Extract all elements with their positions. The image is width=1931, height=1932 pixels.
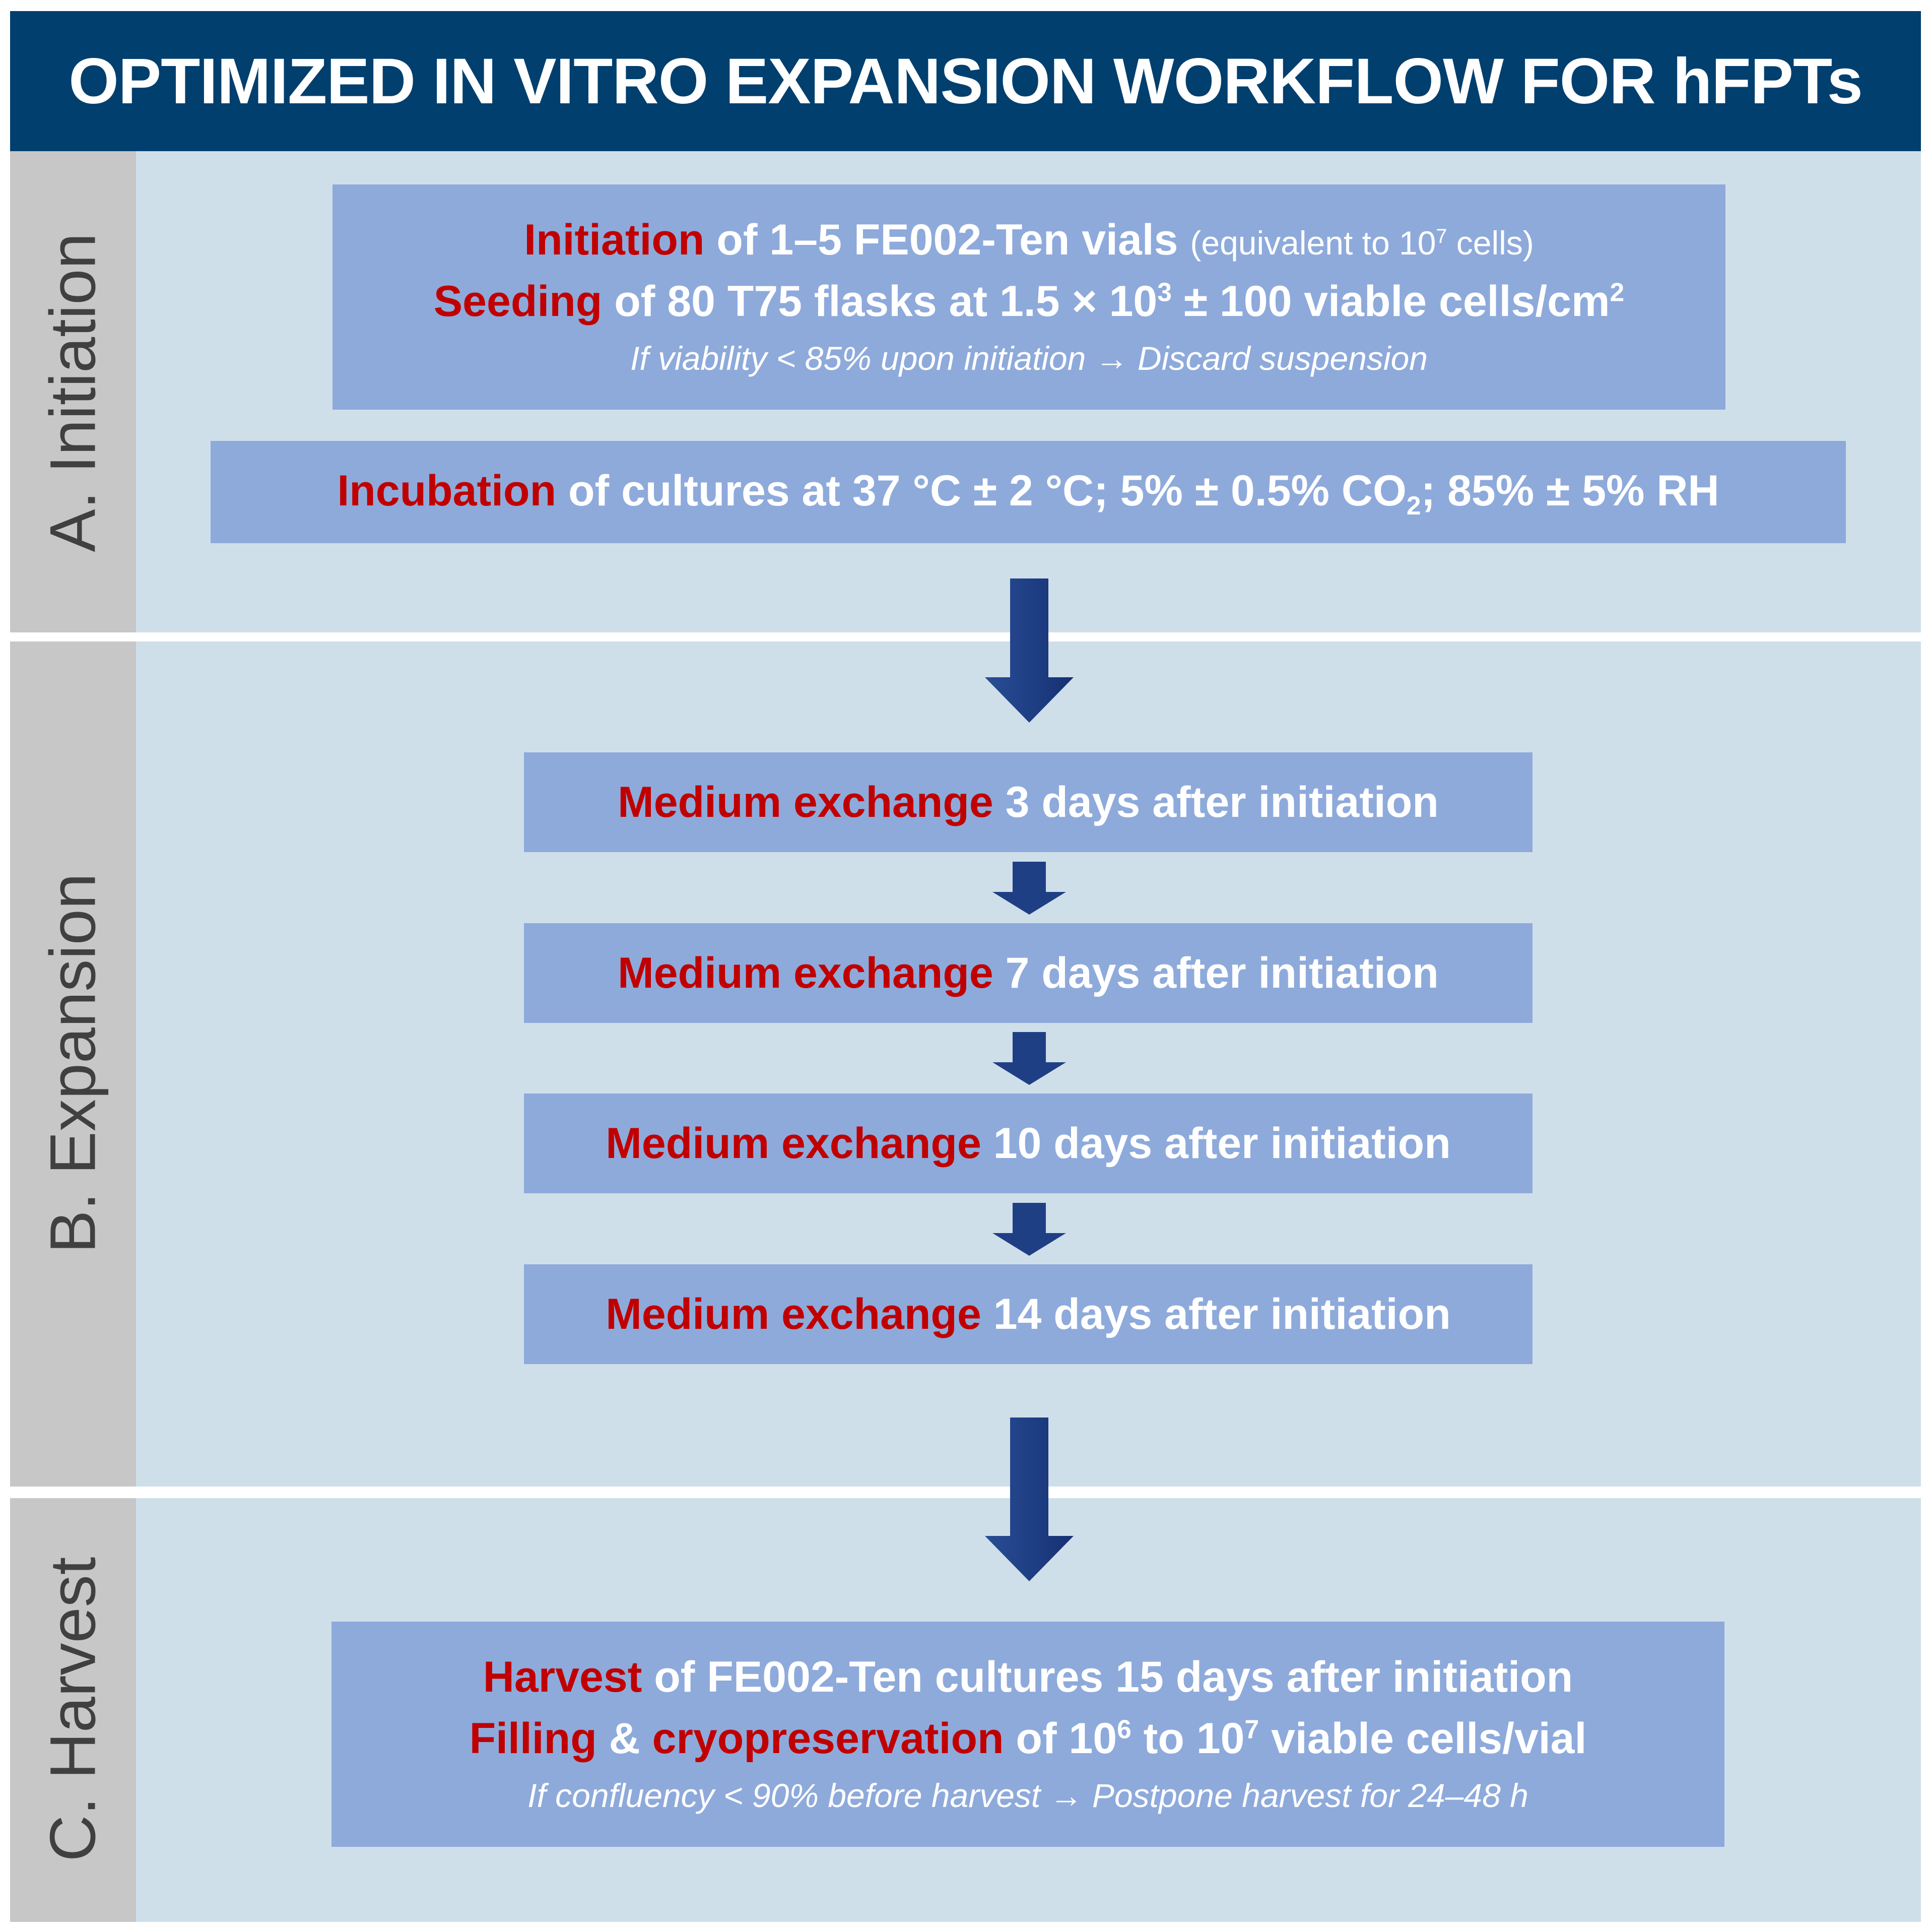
viability-note: If viability < 85% upon initiation → Dis… bbox=[630, 339, 1428, 377]
arrow-down-icon bbox=[985, 578, 1074, 723]
arrow-down-icon bbox=[985, 1418, 1074, 1581]
filling-exponent-a: 6 bbox=[1117, 1714, 1131, 1744]
seeding-text-b: ± 100 viable cells/cm bbox=[1171, 277, 1610, 326]
filling-text-c: viable cells/vial bbox=[1259, 1714, 1587, 1763]
equivalent-exponent: 7 bbox=[1436, 225, 1447, 247]
divider-a-b bbox=[10, 632, 1921, 641]
initiation-line: Initiation of 1–5 FE002-Ten vials (equiv… bbox=[524, 209, 1534, 271]
harvest-keyword: Harvest bbox=[483, 1652, 642, 1701]
divider-b-c bbox=[10, 1489, 1921, 1498]
title-banner: OPTIMIZED IN VITRO EXPANSION WORKFLOW FO… bbox=[10, 11, 1921, 151]
step-1-text: 3 days after initiation bbox=[993, 778, 1439, 826]
expansion-step-1-line: Medium exchange 3 days after initiation bbox=[618, 771, 1439, 833]
incubation-text: of cultures at 37 °C ± 2 °C; 5% ± 0.5% C… bbox=[556, 466, 1407, 515]
arrow-down-icon bbox=[992, 1203, 1066, 1256]
expansion-step-2-line: Medium exchange 7 days after initiation bbox=[618, 942, 1439, 1004]
harvest-line: Harvest of FE002-Ten cultures 15 days af… bbox=[483, 1646, 1573, 1708]
initiation-box: Initiation of 1–5 FE002-Ten vials (equiv… bbox=[332, 184, 1725, 410]
expansion-step-3: Medium exchange 10 days after initiation bbox=[524, 1093, 1533, 1193]
incubation-box: Incubation of cultures at 37 °C ± 2 °C; … bbox=[211, 441, 1846, 543]
harvest-label: C. Harvest bbox=[37, 1557, 109, 1862]
expansion-step-2: Medium exchange 7 days after initiation bbox=[524, 923, 1533, 1023]
filling-text: of 10 bbox=[1004, 1714, 1117, 1763]
incubation-text-b: ; 85% ± 5% RH bbox=[1421, 466, 1719, 515]
cryopreservation-keyword: cryopreservation bbox=[652, 1714, 1004, 1763]
ampersand: & bbox=[596, 1714, 652, 1763]
seeding-line: Seeding of 80 T75 flasks at 1.5 × 103 ± … bbox=[434, 271, 1624, 332]
incubation-keyword: Incubation bbox=[337, 466, 557, 515]
step-4-text: 14 days after initiation bbox=[981, 1290, 1451, 1338]
co2-subscript: 2 bbox=[1406, 490, 1421, 520]
initiation-text: of 1–5 FE002-Ten vials bbox=[704, 215, 1190, 264]
initiation-keyword: Initiation bbox=[524, 215, 705, 264]
step-1-keyword: Medium exchange bbox=[618, 778, 993, 826]
expansion-step-4: Medium exchange 14 days after initiation bbox=[524, 1264, 1533, 1364]
harvest-box: Harvest of FE002-Ten cultures 15 days af… bbox=[331, 1622, 1724, 1847]
confluency-note: If confluency < 90% before harvest → Pos… bbox=[527, 1776, 1528, 1814]
arrow-down-icon bbox=[992, 1032, 1066, 1085]
seeding-keyword: Seeding bbox=[433, 277, 603, 326]
initiation-label: A. Initiation bbox=[37, 233, 109, 552]
step-4-keyword: Medium exchange bbox=[606, 1290, 981, 1338]
incubation-line: Incubation of cultures at 37 °C ± 2 °C; … bbox=[337, 460, 1719, 524]
equivalent-text: (equivalent to 10 bbox=[1190, 224, 1436, 262]
expansion-step-1: Medium exchange 3 days after initiation bbox=[524, 752, 1533, 852]
page-title: OPTIMIZED IN VITRO EXPANSION WORKFLOW FO… bbox=[69, 45, 1863, 117]
harvest-sidebar: C. Harvest bbox=[10, 1497, 136, 1922]
step-3-text: 10 days after initiation bbox=[981, 1119, 1451, 1168]
filling-text-b: to 10 bbox=[1131, 1714, 1245, 1763]
step-2-text: 7 days after initiation bbox=[993, 948, 1439, 997]
seeding-exponent: 3 bbox=[1157, 277, 1172, 307]
expansion-step-3-line: Medium exchange 10 days after initiation bbox=[606, 1113, 1450, 1174]
initiation-sidebar: A. Initiation bbox=[10, 151, 136, 634]
seeding-area-exponent: 2 bbox=[1610, 277, 1625, 307]
step-2-keyword: Medium exchange bbox=[618, 948, 993, 997]
initiation-equivalent: (equivalent to 107 cells) bbox=[1190, 224, 1534, 262]
seeding-text: of 80 T75 flasks at 1.5 × 10 bbox=[602, 277, 1158, 326]
filling-keyword: Filling bbox=[469, 1714, 597, 1763]
expansion-label: B. Expansion bbox=[37, 873, 109, 1254]
harvest-text: of FE002-Ten cultures 15 days after init… bbox=[642, 1652, 1573, 1701]
expansion-step-4-line: Medium exchange 14 days after initiation bbox=[606, 1283, 1450, 1345]
step-3-keyword: Medium exchange bbox=[606, 1119, 981, 1168]
filling-line: Filling & cryopreservation of 106 to 107… bbox=[470, 1708, 1587, 1769]
expansion-sidebar: B. Expansion bbox=[10, 640, 136, 1487]
arrow-down-icon bbox=[992, 862, 1066, 915]
equivalent-unit: cells) bbox=[1447, 224, 1534, 262]
filling-exponent-b: 7 bbox=[1244, 1714, 1259, 1744]
